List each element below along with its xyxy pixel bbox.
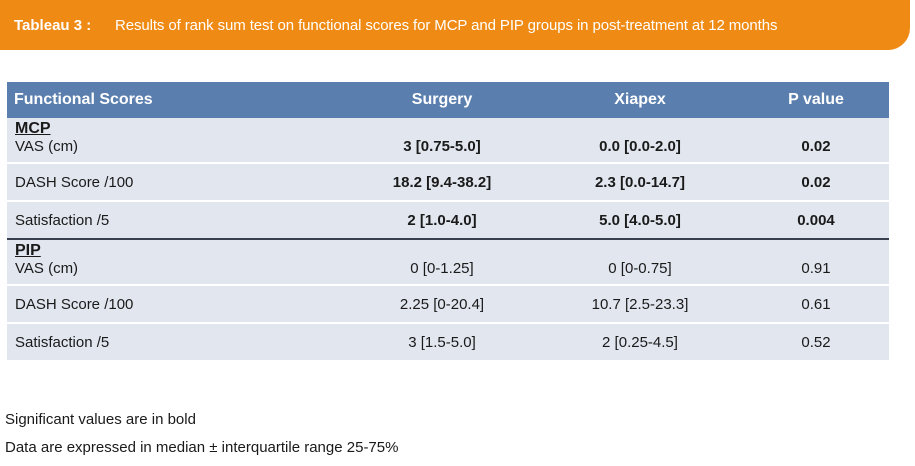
surgery-value: 2 [1.0-4.0] [347, 201, 537, 239]
group-name: MCP [7, 118, 889, 138]
table-notes: Significant values are in bold Data are … [5, 406, 398, 462]
xiapex-value: 0 [0-0.75] [537, 260, 743, 286]
table-row: VAS (cm) 0 [0-1.25] 0 [0-0.75] 0.91 [7, 260, 889, 286]
surgery-value: 2.25 [0-20.4] [347, 285, 537, 324]
results-table: Functional Scores Surgery Xiapex P value… [7, 82, 889, 360]
p-value: 0.004 [743, 201, 889, 239]
table-row: Satisfaction /5 3 [1.5-5.0] 2 [0.25-4.5]… [7, 323, 889, 360]
caption-title: Results of rank sum test on functional s… [115, 16, 778, 34]
header-p-value: P value [743, 82, 889, 118]
p-value: 0.52 [743, 323, 889, 360]
xiapex-value: 10.7 [2.5-23.3] [537, 285, 743, 324]
surgery-value: 18.2 [9.4-38.2] [347, 163, 537, 202]
xiapex-value: 5.0 [4.0-5.0] [537, 201, 743, 239]
row-label: DASH Score /100 [7, 163, 347, 202]
row-label: Satisfaction /5 [7, 201, 347, 239]
table-header-row: Functional Scores Surgery Xiapex P value [7, 82, 889, 118]
note-significance: Significant values are in bold [5, 411, 196, 428]
surgery-value: 0 [0-1.25] [347, 260, 537, 286]
xiapex-value: 0.0 [0.0-2.0] [537, 138, 743, 164]
table-row: DASH Score /100 2.25 [0-20.4] 10.7 [2.5-… [7, 285, 889, 324]
p-value: 0.02 [743, 163, 889, 202]
header-functional-scores: Functional Scores [7, 82, 347, 118]
table-caption-bar: Tableau 3 : Results of rank sum test on … [0, 0, 910, 50]
xiapex-value: 2 [0.25-4.5] [537, 323, 743, 360]
surgery-value: 3 [1.5-5.0] [347, 323, 537, 360]
caption-label: Tableau 3 : [14, 16, 92, 34]
p-value: 0.61 [743, 285, 889, 324]
table-row: VAS (cm) 3 [0.75-5.0] 0.0 [0.0-2.0] 0.02 [7, 138, 889, 164]
xiapex-value: 2.3 [0.0-14.7] [537, 163, 743, 202]
group-name: PIP [7, 238, 889, 260]
row-label: Satisfaction /5 [7, 323, 347, 360]
p-value: 0.02 [743, 138, 889, 164]
table-row: Satisfaction /5 2 [1.0-4.0] 5.0 [4.0-5.0… [7, 201, 889, 239]
row-label: DASH Score /100 [7, 285, 347, 324]
p-value: 0.91 [743, 260, 889, 286]
surgery-value: 3 [0.75-5.0] [347, 138, 537, 164]
note-data-format: Data are expressed in median ± interquar… [5, 439, 399, 456]
row-label: VAS (cm) [7, 138, 347, 164]
group-row-pip: PIP [7, 238, 889, 260]
header-surgery: Surgery [347, 82, 537, 118]
table-row: DASH Score /100 18.2 [9.4-38.2] 2.3 [0.0… [7, 163, 889, 202]
row-label: VAS (cm) [7, 260, 347, 286]
group-row-mcp: MCP [7, 118, 889, 138]
header-xiapex: Xiapex [537, 82, 743, 118]
